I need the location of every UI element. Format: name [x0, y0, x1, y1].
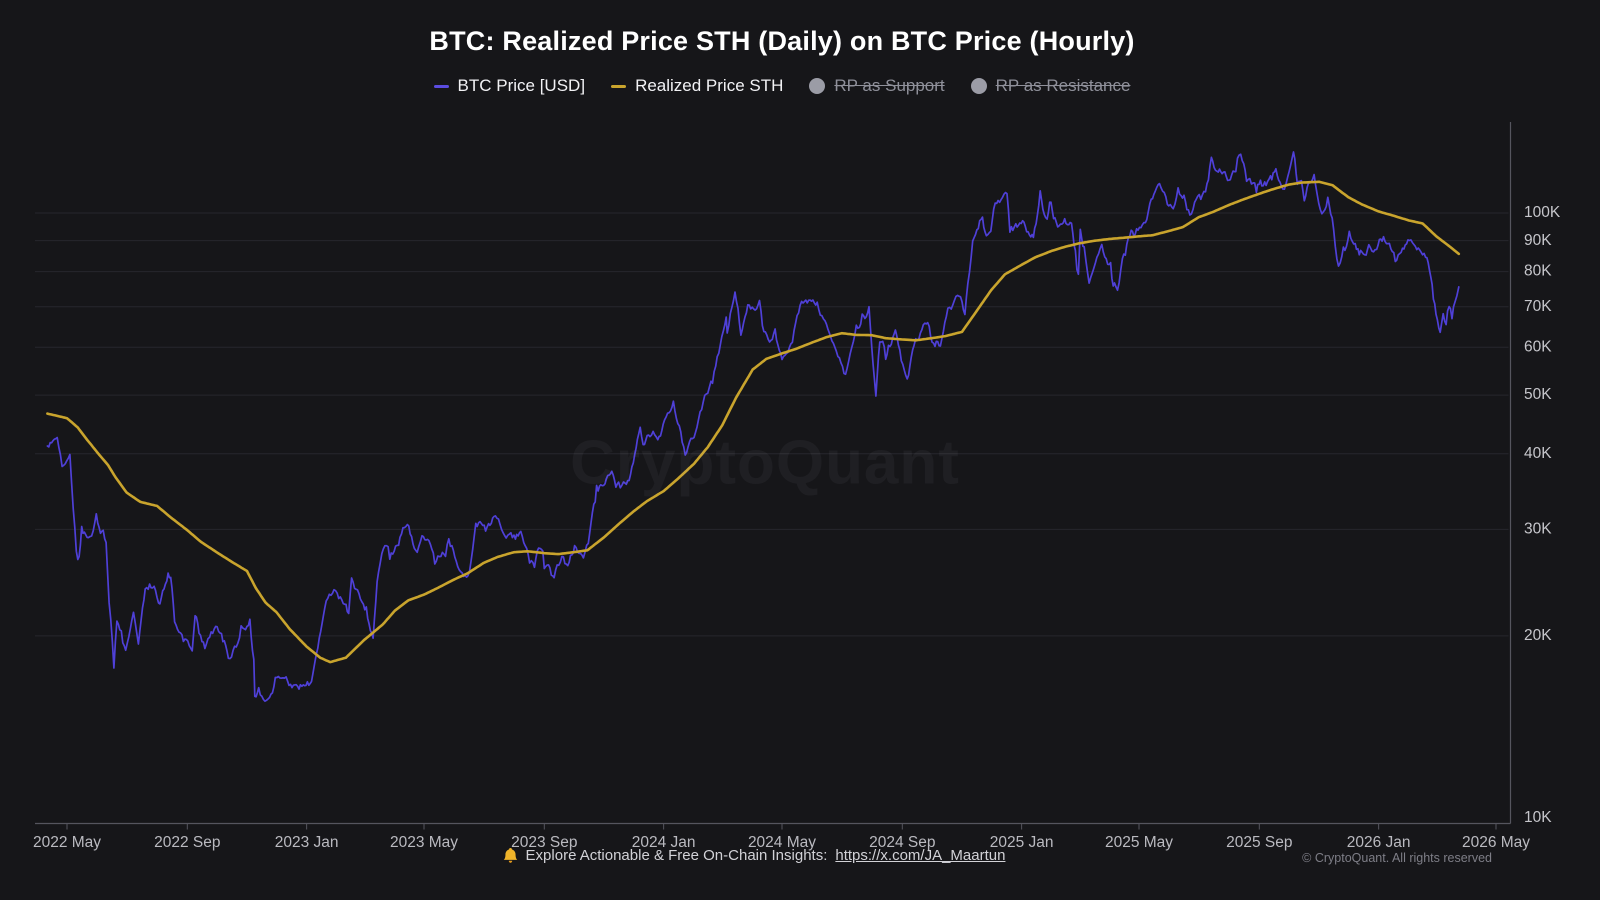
y-tick-label: 100K	[1524, 204, 1561, 221]
y-tick-label: 40K	[1524, 445, 1552, 462]
legend-label: RP as Support	[834, 76, 945, 95]
chart-title: BTC: Realized Price STH (Daily) on BTC P…	[429, 26, 1135, 56]
realized-price-sth-series-line	[46, 180, 1461, 664]
bell-icon	[503, 848, 517, 863]
x-tick-label: 2023 May	[390, 834, 458, 851]
x-tick-label: 2024 Jan	[632, 834, 696, 851]
realized-price-line-swatch	[611, 84, 627, 88]
x-tick-label: 2023 Jan	[275, 834, 339, 851]
y-tick-label: 20K	[1524, 627, 1552, 644]
x-tick-label: 2026 Jan	[1347, 834, 1411, 851]
footer-text: Explore Actionable & Free On-Chain Insig…	[525, 847, 828, 864]
y-tick-label: 10K	[1524, 809, 1552, 826]
footer: Explore Actionable & Free On-Chain Insig…	[0, 847, 1554, 864]
legend-label: RP as Resistance	[995, 76, 1131, 95]
legend-item-btc-price[interactable]: BTC Price [USD]	[433, 76, 586, 96]
x-tick-label: 2024 May	[748, 834, 816, 851]
legend-item-rp-as-resistance[interactable]: RP as Resistance	[970, 76, 1131, 96]
y-tick-label: 80K	[1524, 263, 1552, 280]
legend-item-rp-as-support[interactable]: RP as Support	[809, 76, 945, 96]
y-tick-label: 90K	[1524, 232, 1552, 249]
legend-label: Realized Price STH	[635, 76, 784, 95]
y-tick-label: 70K	[1524, 298, 1552, 315]
rp-support-circle-swatch	[809, 78, 826, 94]
x-tick-label: 2026 May	[1462, 834, 1530, 851]
y-tick-label: 30K	[1524, 520, 1552, 537]
legend-label: BTC Price [USD]	[457, 76, 586, 95]
x-tick-label: 2025 Jan	[990, 834, 1054, 851]
x-tick-label: 2022 Sep	[154, 834, 220, 851]
btc-price-series-line	[46, 151, 1460, 703]
copyright-notice: © CryptoQuant. All rights reserved	[1302, 851, 1492, 865]
x-tick-label: 2022 May	[33, 834, 101, 851]
y-tick-label: 50K	[1524, 386, 1552, 403]
chart-legend: BTC Price [USD] Realized Price STH RP as…	[0, 76, 1564, 96]
footer-link[interactable]: https://x.com/JA_Maartun	[835, 847, 1006, 864]
y-tick-label: 60K	[1524, 338, 1552, 355]
btc-price-line-swatch	[433, 84, 449, 88]
rp-resistance-circle-swatch	[970, 78, 987, 94]
x-tick-label: 2024 Sep	[869, 834, 935, 851]
x-tick-label: 2025 Sep	[1226, 834, 1292, 851]
x-tick-label: 2025 May	[1105, 834, 1173, 851]
legend-item-realized-price-sth[interactable]: Realized Price STH	[611, 76, 783, 96]
x-tick-label: 2023 Sep	[511, 834, 577, 851]
